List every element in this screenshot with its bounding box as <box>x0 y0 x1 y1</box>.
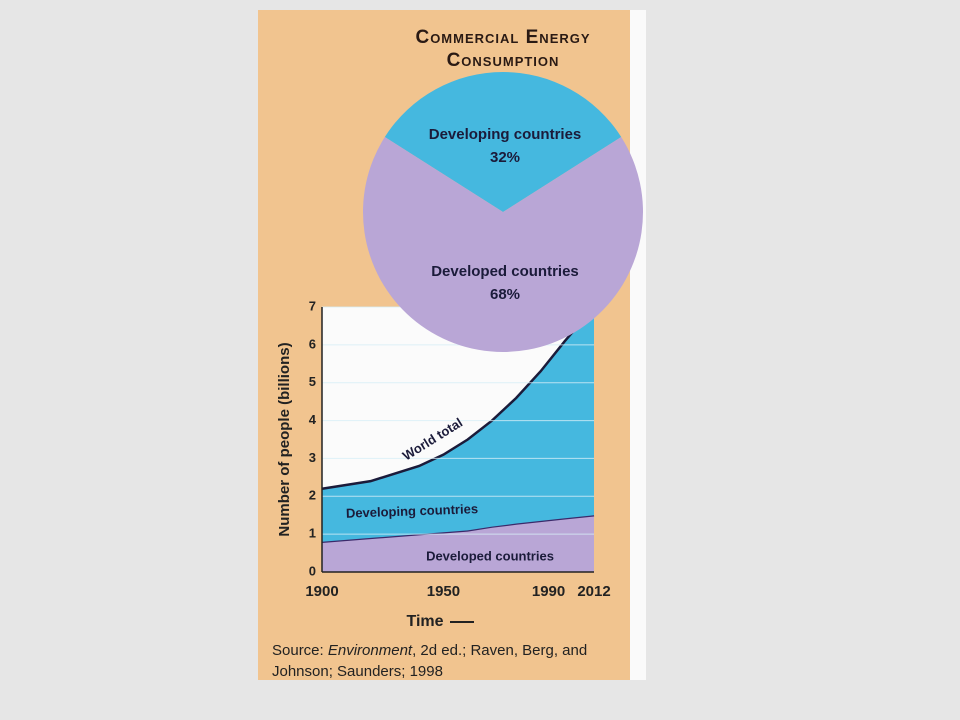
x-tick-label: 1950 <box>427 583 460 600</box>
pie-label: Developed countries <box>431 263 579 280</box>
chart-title: Commercial Energy Consumption <box>415 27 591 71</box>
source-rest: , 2d ed.; Raven, Berg, and Johnson; Saun… <box>272 642 588 680</box>
y-axis-label: Number of people (billions) <box>276 342 293 536</box>
y-tick-label: 2 <box>309 488 316 503</box>
area-chart: 0 1 2 3 4 5 6 7 1900 1950 1990 2012 Number of people… <box>276 298 611 630</box>
y-tick-label: 6 <box>309 336 316 351</box>
area <box>322 307 594 542</box>
pie-slice <box>363 136 643 352</box>
y-tick-label: 7 <box>309 298 316 313</box>
y-tick-label: 5 <box>309 374 316 389</box>
x-tick-label: 1900 <box>305 583 338 600</box>
area <box>322 515 594 572</box>
pie-slice <box>384 71 622 212</box>
y-tick-label: 1 <box>309 526 316 541</box>
area-edge <box>321 306 595 490</box>
series-label: Developed countries <box>426 548 554 563</box>
source-title: Environment <box>327 642 413 659</box>
pie-value-label: 68% <box>490 286 520 303</box>
pie-label: Developing countries <box>429 126 582 143</box>
x-axis-label: Time <box>406 613 443 630</box>
y-tick-label: 4 <box>309 412 317 427</box>
pie-chart: Developing countries 32% Developed countri… <box>363 71 643 352</box>
source-note: Source: Environment, 2d ed.; Raven, Berg… <box>272 640 612 682</box>
x-tick-label: 2012 <box>577 583 610 600</box>
y-tick-label: 0 <box>309 563 316 578</box>
y-tick-label: 3 <box>309 450 316 465</box>
panel-edge <box>630 10 646 680</box>
pie-value-label: 32% <box>490 149 520 166</box>
series-label: Developing countries <box>346 501 479 521</box>
source-prefix: Source: <box>272 642 328 659</box>
x-tick-label: 1990 <box>532 583 565 600</box>
